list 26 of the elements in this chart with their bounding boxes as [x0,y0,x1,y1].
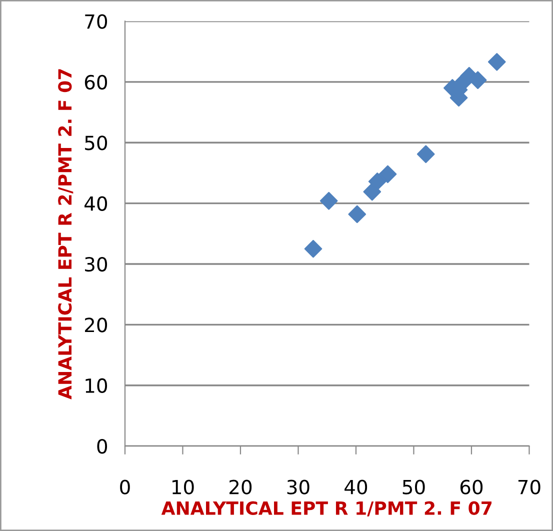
y-tick-label: 50 [85,136,108,150]
y-tick-label: 20 [84,318,108,332]
x-tick-label: 30 [287,480,310,494]
x-tick-label: 60 [460,480,483,494]
y-tick-label: 10 [86,378,108,394]
x-tick-label: 10 [172,480,194,494]
x-tick-label: 50 [402,480,425,494]
x-axis-title: ANALYTICAL EPT R 1/PMT 2. F 07 [161,501,492,516]
point [320,192,338,210]
y-tick-label: 0 [97,438,108,454]
point [416,145,435,164]
x-tick-label: 70 [518,480,540,494]
point [363,182,382,201]
point [378,165,397,184]
x-tick-label: 0 [120,480,130,494]
point [488,52,506,71]
point [348,205,366,224]
y-tick-label: 30 [85,256,108,272]
y-axis-title: ANALYTICAL EPT R 2/PMT 2. F 07 [58,69,74,400]
y-tick-label: 70 [85,14,108,29]
y-tick-label: 60 [84,74,108,90]
point [368,172,386,190]
x-tick-label: 20 [230,480,252,494]
x-tick-label: 40 [344,480,368,494]
y-tick-label: 40 [84,196,108,211]
point [304,240,322,258]
